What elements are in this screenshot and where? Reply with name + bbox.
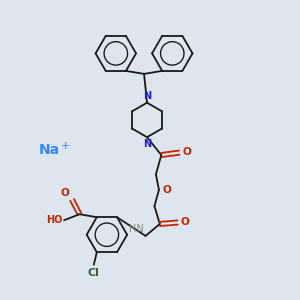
Text: O: O [163, 185, 171, 195]
Text: Na: Na [38, 143, 59, 157]
Text: HN: HN [129, 224, 144, 234]
Text: O: O [181, 218, 189, 227]
Text: N: N [143, 139, 152, 149]
Text: HO: HO [46, 215, 62, 225]
Text: O: O [182, 147, 191, 157]
Text: N: N [143, 91, 152, 100]
Text: Cl: Cl [88, 268, 100, 278]
Text: +: + [61, 140, 70, 151]
Text: O: O [61, 188, 70, 198]
